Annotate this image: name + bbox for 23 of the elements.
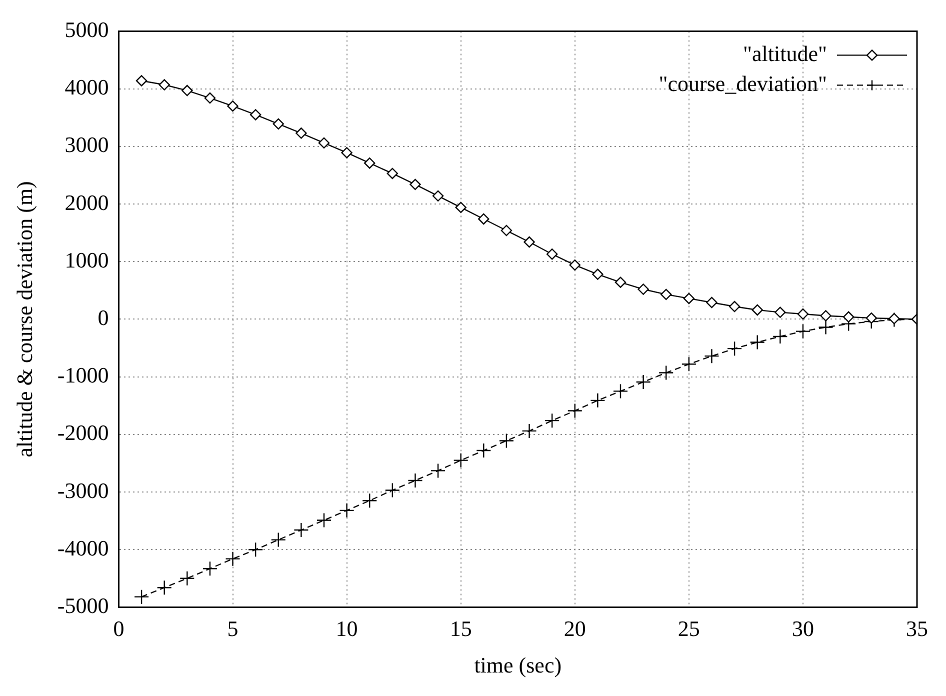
x-tick-label: 30 [792, 616, 814, 642]
y-tick-label: 3000 [64, 132, 109, 158]
legend-label: "course_deviation" [658, 70, 827, 96]
legend-label: "altitude" [743, 40, 827, 66]
y-tick-label: 0 [98, 304, 109, 330]
y-tick-label: -4000 [57, 535, 109, 560]
x-tick-label: 15 [450, 616, 472, 642]
x-tick-label: 20 [564, 616, 586, 642]
y-tick-label: 1000 [64, 247, 109, 272]
x-axis-title: time (sec) [474, 652, 562, 678]
x-tick-label: 0 [113, 616, 124, 642]
y-tick-label: 2000 [64, 190, 109, 215]
y-tick-label: -5000 [57, 592, 109, 618]
y-axis-title: altitude & course deviation (m) [12, 181, 37, 458]
y-tick-label: -1000 [57, 362, 109, 388]
x-tick-label: 25 [678, 616, 700, 642]
y-tick-label: -2000 [57, 420, 109, 446]
x-tick-label: 5 [227, 616, 238, 642]
y-tick-label: 5000 [64, 16, 109, 42]
x-tick-label: 35 [906, 616, 928, 642]
x-tick-label: 10 [336, 616, 358, 642]
y-tick-label: 4000 [64, 74, 109, 100]
y-tick-label: -3000 [57, 478, 109, 503]
